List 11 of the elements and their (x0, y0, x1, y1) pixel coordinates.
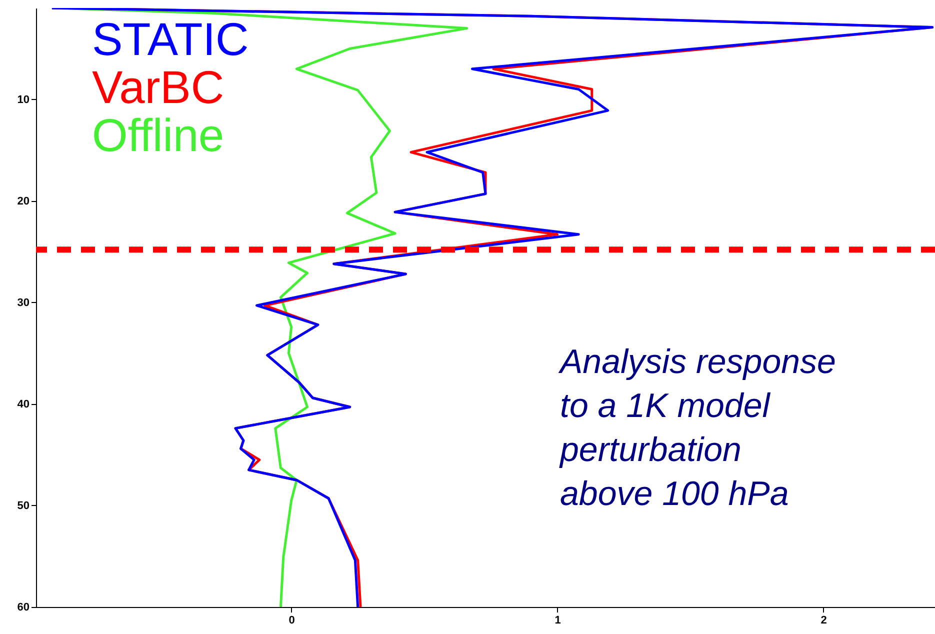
y-tick-label: 20 (17, 195, 30, 208)
annotation: Analysis response to a 1K model perturbation above 100 hPa (558, 343, 836, 513)
y-tick-label: 60 (17, 602, 30, 614)
y-tick-label: 50 (17, 500, 30, 512)
line-series (50, 8, 468, 607)
y-tick-label: 10 (17, 94, 30, 106)
x-tick-label: 1 (554, 614, 561, 626)
x-tick-label: 2 (820, 614, 827, 626)
y-tick-label: 40 (17, 398, 30, 410)
y-tick-label: 30 (17, 296, 30, 309)
x-tick-label: 0 (288, 614, 295, 626)
